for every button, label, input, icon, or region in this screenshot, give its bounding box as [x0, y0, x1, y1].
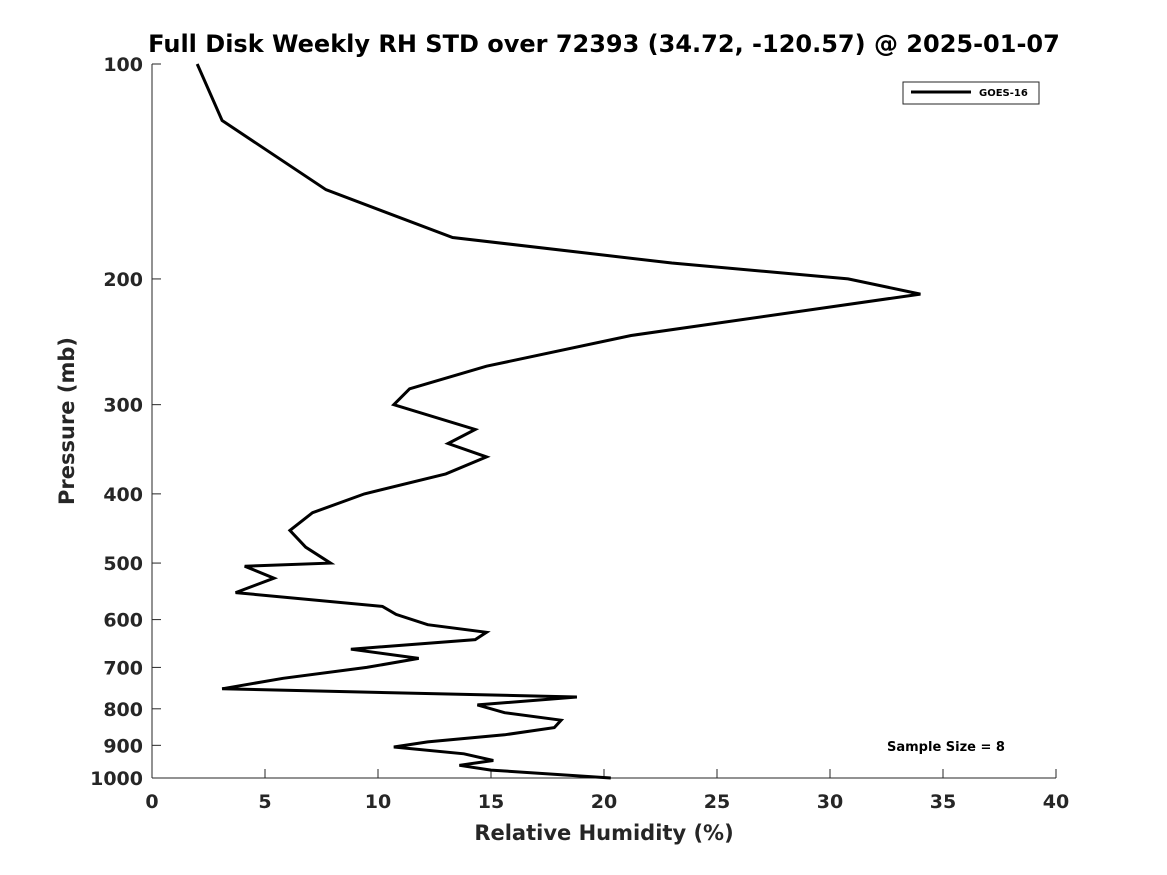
legend-label-goes-16: GOES-16 [979, 88, 1028, 99]
y-tick-label: 1000 [90, 768, 143, 790]
axes: 0 5 10 15 20 25 30 35 40 100 200 300 400 500 600 700 800… [90, 54, 1069, 813]
chart-title: Full Disk Weekly RH STD over 72393 (34.7… [148, 30, 1060, 58]
y-tick-label: 200 [103, 269, 143, 291]
y-tick-label: 800 [103, 699, 143, 721]
series-layer [195, 63, 921, 780]
x-axis-label: Relative Humidity (%) [474, 821, 733, 845]
x-tick-label: 40 [1043, 791, 1069, 813]
x-tick-label: 0 [145, 791, 158, 813]
x-tick-label: 5 [258, 791, 271, 813]
y-tick-label: 700 [103, 657, 143, 679]
x-tick-label: 20 [591, 791, 617, 813]
legend: GOES-16 [902, 81, 1040, 105]
x-tick-label: 25 [704, 791, 730, 813]
x-tick-label: 35 [930, 791, 956, 813]
y-tick-label: 100 [103, 54, 143, 76]
y-tick-label: 400 [103, 484, 143, 506]
y-tick-label: 600 [103, 610, 143, 632]
y-tick-label: 300 [103, 395, 143, 417]
y-tick-label: 900 [103, 735, 143, 757]
x-tick-label: 10 [365, 791, 391, 813]
y-tick-label: 500 [103, 553, 143, 575]
x-tick-label: 30 [817, 791, 843, 813]
series-line-0 [195, 63, 921, 780]
x-tick-label: 15 [478, 791, 504, 813]
y-axis-label: Pressure (mb) [55, 337, 79, 505]
sample-size-annotation: Sample Size = 8 [887, 740, 1005, 755]
